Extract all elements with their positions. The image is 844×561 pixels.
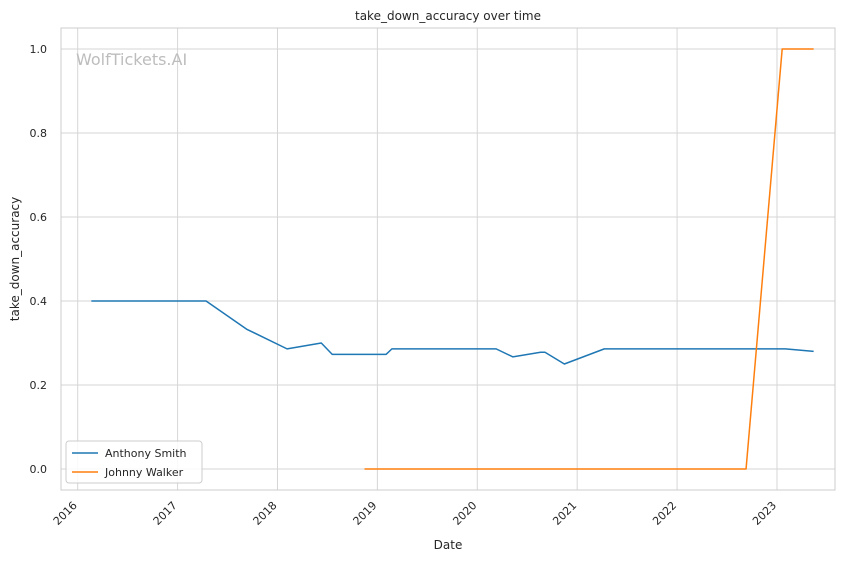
- chart-title: take_down_accuracy over time: [355, 9, 541, 23]
- x-tick-label: 2019: [351, 499, 380, 528]
- series-lines: [91, 48, 814, 470]
- legend-label-1: Johnny Walker: [104, 466, 184, 479]
- x-tick-label: 2016: [51, 499, 80, 528]
- y-tick-label: 0.6: [30, 211, 48, 224]
- plot-frame: [60, 27, 836, 491]
- watermark-text: WolfTickets.AI: [76, 50, 187, 69]
- series-line-1: [364, 48, 814, 470]
- x-tick-label: 2020: [450, 499, 479, 528]
- y-axis-label: take_down_accuracy: [8, 197, 22, 321]
- x-tick-label: 2021: [550, 499, 579, 528]
- grid: [61, 28, 835, 490]
- y-tick-label: 1.0: [30, 43, 48, 56]
- legend: Anthony Smith Johnny Walker: [65, 440, 203, 484]
- legend-label-0: Anthony Smith: [105, 447, 187, 460]
- y-tick-label: 0.2: [30, 379, 48, 392]
- y-tick-label: 0.0: [30, 463, 48, 476]
- x-tick-label: 2018: [251, 499, 280, 528]
- legend-box: [65, 440, 203, 484]
- y-tick-label: 0.8: [30, 127, 48, 140]
- x-axis-label: Date: [434, 538, 463, 552]
- series-line-0: [91, 300, 814, 365]
- x-tick-label: 2017: [151, 499, 180, 528]
- x-tick-label: 2022: [650, 499, 679, 528]
- x-tick-label: 2023: [750, 499, 779, 528]
- y-tick-label: 0.4: [30, 295, 48, 308]
